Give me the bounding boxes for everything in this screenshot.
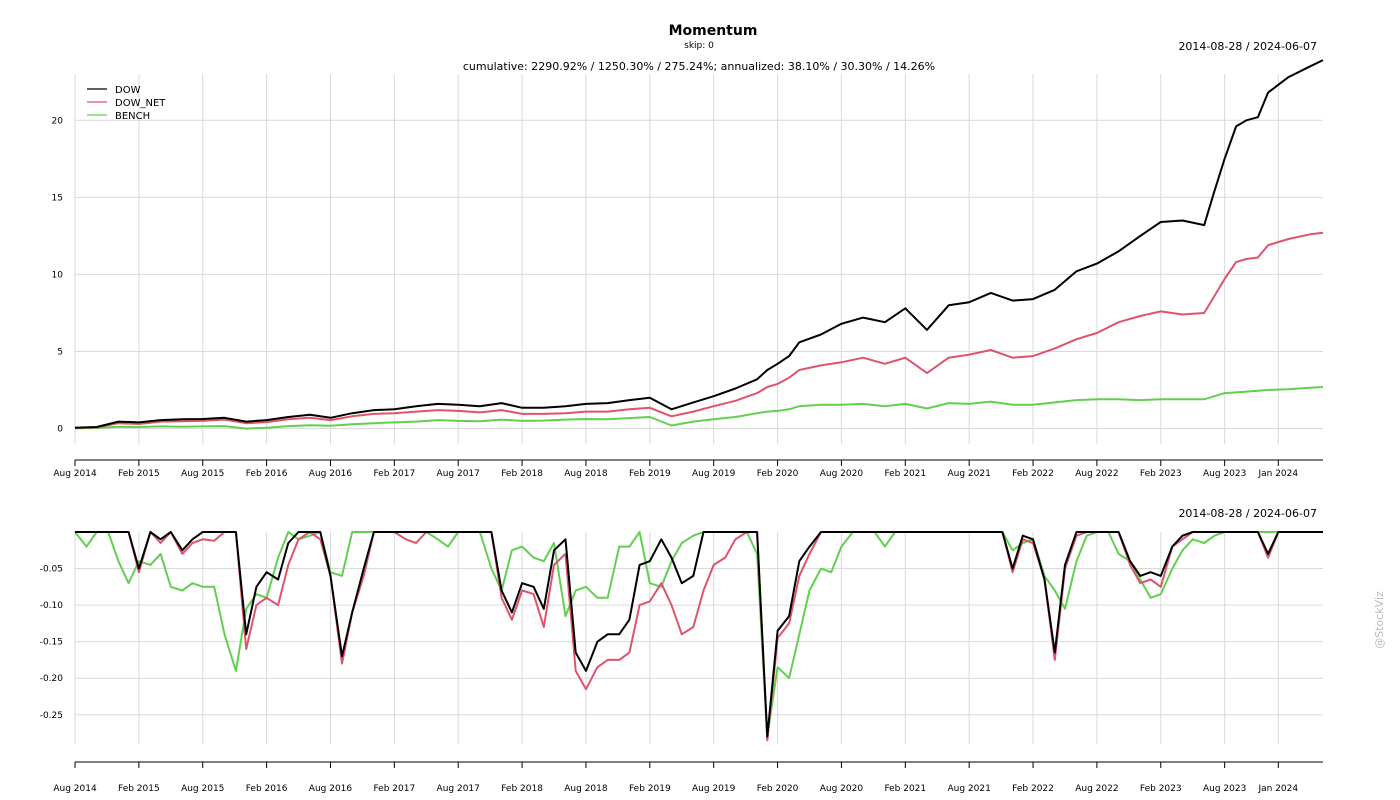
x-tick-label: Aug 2017: [437, 469, 480, 479]
x-tick-label: Jan 2024: [1257, 469, 1298, 479]
x-tick-label: Feb 2021: [884, 469, 926, 479]
y-tick-label: -0.15: [40, 638, 63, 648]
x-tick-label: Aug 2019: [692, 784, 736, 794]
x-tick-label: Feb 2019: [629, 784, 671, 794]
x-tick-label: Feb 2019: [629, 469, 671, 479]
x-tick-label: Jan 2024: [1257, 784, 1298, 794]
bottom-x-axis: Aug 2014 Feb 2015 Aug 2015 Feb 2016 Aug 2016…: [53, 762, 1298, 794]
x-tick-label: Feb 2018: [501, 784, 543, 794]
series-line-dow-net: [75, 531, 1323, 742]
chart-title: Momentum: [669, 23, 758, 39]
series-line-dow-net: [74, 231, 1324, 429]
x-tick-label: Feb 2022: [1012, 469, 1054, 479]
x-tick-label: Aug 2022: [1075, 469, 1118, 479]
legend: DOW DOW_NET BENCH: [87, 85, 166, 122]
x-tick-label: Aug 2015: [181, 784, 224, 794]
top-date-range: 2014-08-28 / 2024-06-07: [1178, 40, 1317, 53]
y-tick-label: -0.05: [40, 565, 63, 575]
y-tick-label: 20: [52, 116, 64, 126]
x-tick-label: Aug 2018: [564, 469, 608, 479]
top-y-axis: 0 5 10 15 20: [52, 116, 64, 434]
x-tick-label: Feb 2023: [1140, 469, 1182, 479]
x-tick-label: Aug 2017: [437, 784, 480, 794]
bottom-series-lines: [74, 531, 1323, 742]
y-tick-label: -0.10: [40, 601, 64, 611]
y-tick-label: 5: [57, 348, 63, 358]
legend-label-dow-net: DOW_NET: [115, 98, 166, 109]
x-tick-label: Feb 2022: [1012, 784, 1054, 794]
series-line-bench: [74, 386, 1324, 430]
x-tick-label: Feb 2023: [1140, 784, 1182, 794]
x-tick-label: Feb 2021: [884, 784, 926, 794]
x-tick-label: Aug 2019: [692, 469, 736, 479]
x-tick-label: Aug 2020: [820, 784, 864, 794]
bottom-y-axis: -0.05 -0.10 -0.15 -0.20 -0.25: [40, 565, 64, 721]
watermark: @StockViz: [1373, 591, 1386, 649]
y-tick-label: -0.20: [40, 674, 64, 684]
x-tick-label: Feb 2015: [118, 784, 160, 794]
series-line-dow: [75, 531, 1323, 738]
x-tick-label: Aug 2014: [53, 784, 97, 794]
x-tick-label: Aug 2021: [947, 784, 990, 794]
x-tick-label: Aug 2016: [309, 784, 353, 794]
chart-subtitle: skip: 0: [684, 41, 714, 51]
x-tick-label: Feb 2020: [757, 784, 799, 794]
x-tick-label: Feb 2016: [246, 784, 288, 794]
x-tick-label: Feb 2018: [501, 469, 543, 479]
x-tick-label: Aug 2015: [181, 469, 224, 479]
stats-line: cumulative: 2290.92% / 1250.30% / 275.24…: [463, 60, 935, 73]
x-tick-label: Aug 2018: [564, 784, 608, 794]
bottom-date-range: 2014-08-28 / 2024-06-07: [1178, 507, 1317, 520]
legend-label-dow: DOW: [115, 85, 141, 96]
top-series-lines: [74, 59, 1324, 430]
x-tick-label: Feb 2016: [246, 469, 288, 479]
top-grid: [74, 74, 1323, 444]
y-tick-label: 0: [57, 425, 63, 435]
y-tick-label: 10: [52, 270, 64, 280]
x-tick-label: Aug 2020: [820, 469, 864, 479]
series-line-bench: [74, 531, 1323, 738]
x-tick-label: Aug 2022: [1075, 784, 1118, 794]
x-tick-label: Feb 2015: [118, 469, 160, 479]
x-tick-label: Aug 2023: [1203, 469, 1246, 479]
x-tick-label: Aug 2016: [309, 469, 353, 479]
y-tick-label: -0.25: [40, 711, 63, 721]
x-tick-label: Aug 2021: [947, 469, 990, 479]
x-tick-label: Aug 2014: [53, 469, 97, 479]
x-tick-label: Feb 2020: [757, 469, 799, 479]
series-line-dow: [74, 59, 1324, 429]
x-tick-label: Feb 2017: [373, 784, 415, 794]
bottom-grid: [74, 532, 1323, 744]
legend-label-bench: BENCH: [115, 111, 150, 122]
x-tick-label: Aug 2023: [1203, 784, 1246, 794]
top-x-axis: Aug 2014 Feb 2015 Aug 2015 Feb 2016 Aug 2016…: [53, 460, 1298, 479]
x-tick-label: Feb 2017: [373, 469, 415, 479]
y-tick-label: 15: [52, 193, 63, 203]
